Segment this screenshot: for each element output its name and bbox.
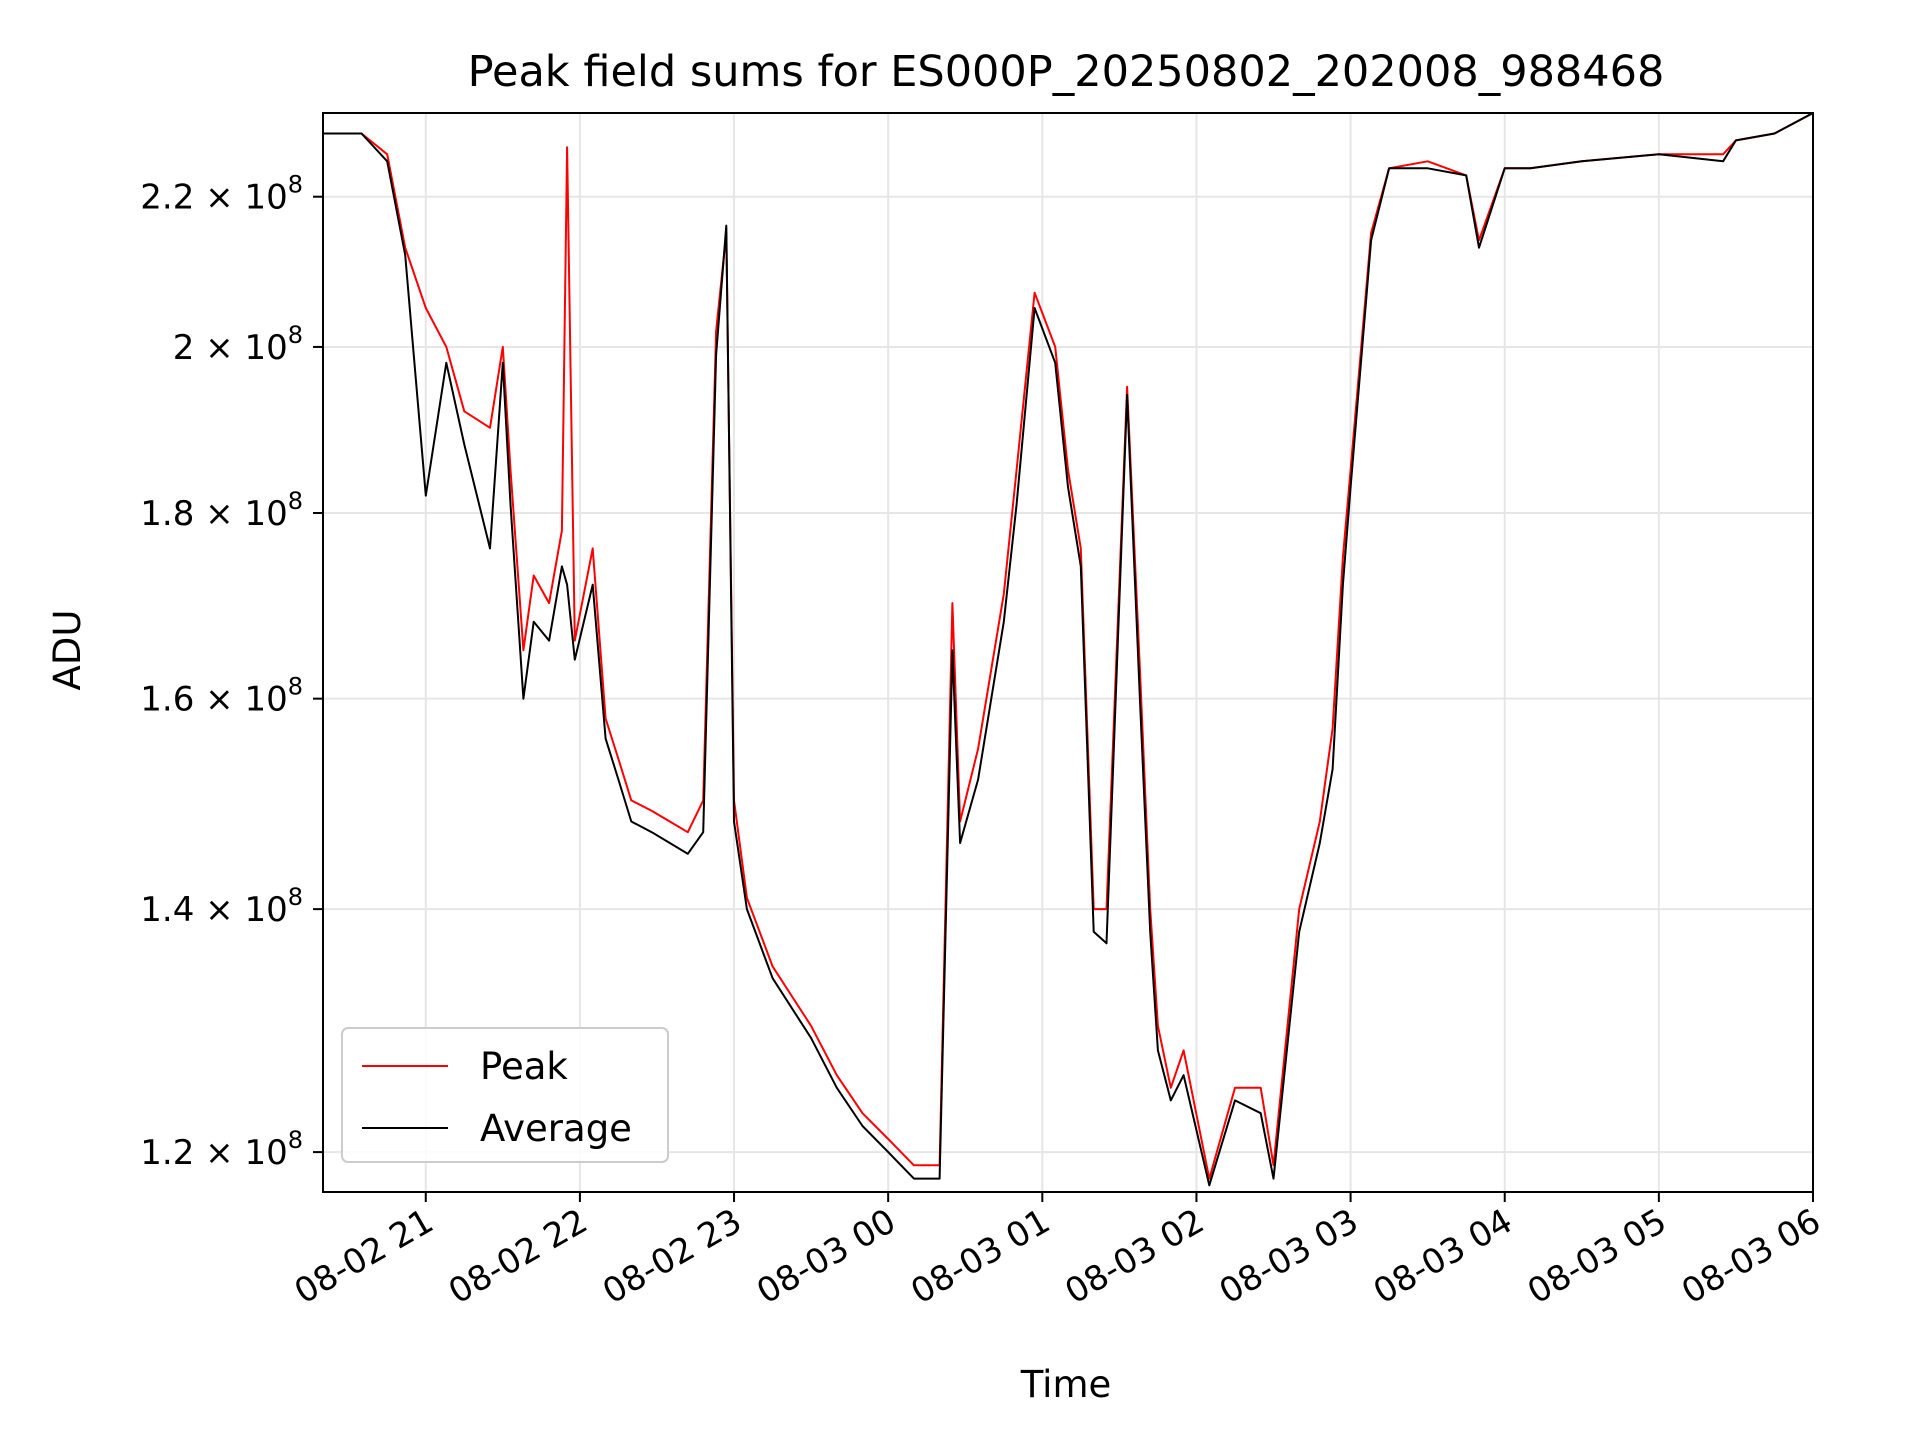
y-tick-label: 2 × 108 <box>173 321 303 368</box>
legend: Peak Average <box>341 1027 669 1163</box>
y-axis-label: ADU <box>46 610 89 691</box>
series-layer <box>322 112 1814 1187</box>
series-line-average <box>323 112 1814 1187</box>
legend-label-average: Average <box>480 1107 632 1150</box>
chart-title: Peak field sums for ES000P_20250802_2020… <box>468 47 1665 97</box>
legend-label-peak: Peak <box>480 1045 568 1088</box>
series-average <box>322 112 1814 1187</box>
y-tick-label: 1.6 × 108 <box>140 673 303 720</box>
y-tick-label: 2.2 × 108 <box>140 171 303 218</box>
plot-frame <box>322 112 1814 1193</box>
y-axis: 1.2 × 108 1.4 × 108 1.6 × 108 1.8 × 108 2 × … <box>140 171 323 1173</box>
y-tick-label: 1.2 × 108 <box>140 1126 303 1173</box>
x-axis-label: Time <box>1020 1363 1112 1406</box>
y-tick-label: 1.8 × 108 <box>140 487 303 534</box>
y-tick-label: 1.4 × 108 <box>140 883 303 930</box>
